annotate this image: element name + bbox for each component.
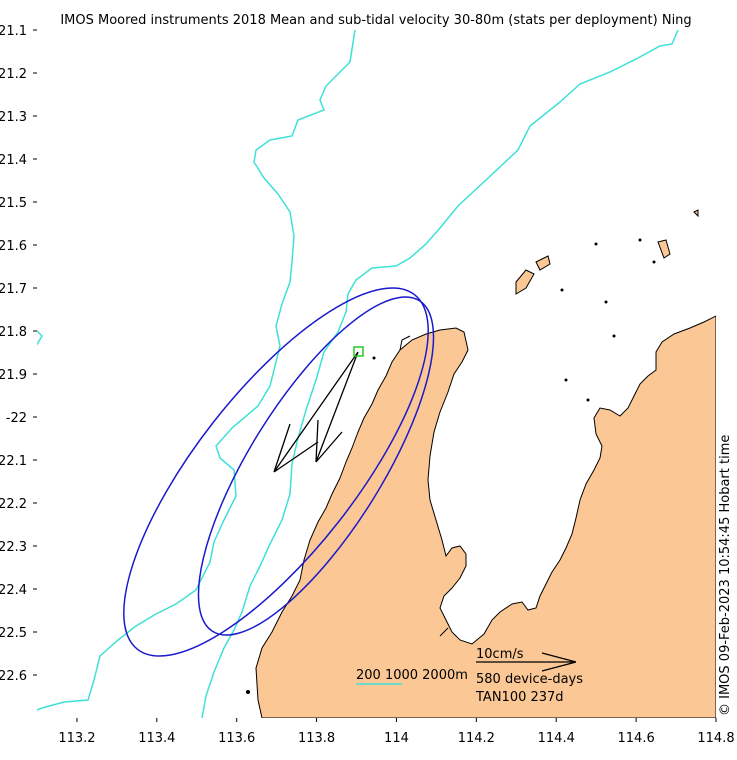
- island: [515, 269, 535, 295]
- islet: [652, 260, 656, 264]
- x-tick-label: 113.6: [218, 731, 255, 746]
- islet: [564, 378, 568, 382]
- x-axis: 113.2 113.4 113.6 113.8 114 114.2 114.4 114.6 11…: [58, 718, 735, 746]
- device-days-label: 580 device-days: [476, 672, 583, 687]
- island: [535, 255, 551, 271]
- y-tick-label: -21.6: [0, 239, 27, 254]
- x-tick-label: 113.4: [138, 731, 175, 746]
- y-tick-label: -21.1: [0, 24, 27, 39]
- coast-gulf-inlet: [439, 627, 449, 637]
- islet: [560, 288, 564, 292]
- y-tick-label: -21.2: [0, 67, 27, 82]
- variance-ellipse: [123, 287, 429, 657]
- island: [657, 239, 671, 259]
- y-tick-label: -22: [6, 411, 27, 426]
- islet: [586, 398, 590, 402]
- y-tick-label: -21.3: [0, 110, 27, 125]
- y-tick-label: -21.8: [0, 325, 27, 340]
- scale-label: 10cm/s: [476, 647, 524, 662]
- velocity-arrow: [273, 351, 359, 473]
- variance-ellipse: [197, 296, 435, 636]
- y-tick-label: -22.4: [0, 583, 27, 598]
- y-tick-label: -21.4: [0, 153, 27, 168]
- isobath-line: [201, 30, 679, 718]
- mainland: [255, 315, 716, 718]
- island: [693, 209, 699, 218]
- x-tick-label: 114: [384, 731, 409, 746]
- y-tick-label: -21.9: [0, 368, 27, 383]
- y-axis: -21.1 -21.2 -21.3 -21.4 -21.5 -21.6 -21.7 -21.8…: [0, 24, 37, 684]
- mooring-marker: [353, 346, 364, 357]
- islet: [372, 356, 376, 360]
- y-tick-label: -21.5: [0, 196, 27, 211]
- velocity-arrows: [273, 351, 359, 473]
- legend: 200 1000 2000m 10cm/s 580 device-days TA…: [356, 647, 583, 705]
- y-tick-label: -22.2: [0, 497, 27, 512]
- islet: [612, 334, 616, 338]
- scale-arrow: [476, 652, 577, 672]
- credit-text: © IMOS 09-Feb-2023 10:54:45 Hobart time: [718, 435, 733, 716]
- x-tick-label: 114.8: [697, 731, 734, 746]
- y-tick-label: -22.5: [0, 626, 27, 641]
- isobath-line: [37, 30, 356, 711]
- islet: [604, 300, 608, 304]
- x-tick-label: 113.2: [58, 731, 95, 746]
- coast-cape: [399, 335, 411, 351]
- isobath-legend-label: 200 1000 2000m: [356, 668, 468, 683]
- y-tick-label: -21.7: [0, 282, 27, 297]
- islet: [246, 690, 250, 694]
- x-tick-label: 114.4: [538, 731, 575, 746]
- deployment-label: TAN100 237d: [475, 690, 564, 705]
- y-tick-label: -22.3: [0, 540, 27, 555]
- islet: [594, 242, 598, 246]
- y-tick-label: -22.1: [0, 454, 27, 469]
- x-tick-label: 114.2: [458, 731, 495, 746]
- x-tick-label: 114.6: [618, 731, 655, 746]
- isobath-line: [37, 329, 43, 346]
- map-title: IMOS Moored instruments 2018 Mean and su…: [60, 13, 691, 28]
- velocity-arrow: [315, 351, 359, 463]
- y-tick-label: -22.6: [0, 669, 27, 684]
- islet: [638, 238, 642, 242]
- x-tick-label: 113.8: [298, 731, 335, 746]
